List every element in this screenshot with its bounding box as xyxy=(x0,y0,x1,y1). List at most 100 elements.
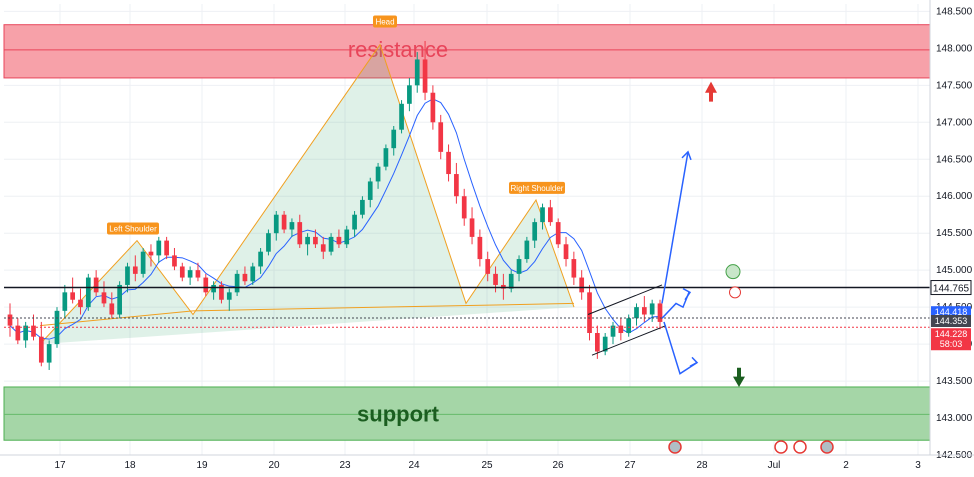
candle-body xyxy=(634,307,639,319)
candle-body xyxy=(125,266,130,285)
price-label-bg xyxy=(931,328,971,351)
y-tick-label: 148.000 xyxy=(936,43,973,54)
key-level-label-bg xyxy=(930,280,972,296)
candle-body xyxy=(399,103,404,130)
candle-body xyxy=(23,325,29,341)
pattern-outline xyxy=(39,43,575,345)
x-tick-label: 18 xyxy=(124,460,136,471)
candle-body xyxy=(242,273,248,282)
candle-body xyxy=(618,325,624,334)
candle-body xyxy=(132,266,138,274)
candle-body xyxy=(508,273,514,289)
candle-body xyxy=(164,240,169,256)
y-tick-label: 148.500 xyxy=(936,6,973,17)
neckline-right xyxy=(192,302,575,312)
candle-body xyxy=(360,199,365,215)
y-tick-label: 147.000 xyxy=(936,117,973,128)
arrow-head-up xyxy=(681,150,692,161)
candle-body xyxy=(273,214,279,234)
candle-body xyxy=(524,240,530,260)
left-shoulder-label: Left Shoulder xyxy=(109,225,157,234)
candle-body xyxy=(266,233,271,252)
price-label: 144.228 xyxy=(935,329,968,339)
countdown-label: 58:03 xyxy=(940,339,963,349)
candle-body xyxy=(305,236,310,245)
right-shoulder-label-bg xyxy=(509,181,565,194)
candle-body xyxy=(579,277,585,293)
candle-body xyxy=(461,196,467,219)
candle-body xyxy=(469,218,475,237)
candle-body xyxy=(328,236,334,252)
price-lines xyxy=(4,284,930,356)
candle-body xyxy=(234,273,240,293)
candle-body xyxy=(532,222,538,241)
candle-body xyxy=(70,292,75,300)
right-shoulder-label: Right Shoulder xyxy=(511,184,564,193)
candle-body xyxy=(38,336,44,363)
candle-body xyxy=(250,266,256,282)
up-arrow-icon xyxy=(705,81,717,102)
candle-body xyxy=(641,307,647,315)
head-label: Head xyxy=(375,17,394,26)
y-tick-label: 146.500 xyxy=(936,154,973,165)
y-tick-label: 145.500 xyxy=(936,228,973,239)
candle-body xyxy=(258,251,263,267)
event-icon xyxy=(774,440,788,454)
candle-body xyxy=(313,236,318,245)
candle-body xyxy=(454,174,459,197)
candle-body xyxy=(46,344,52,363)
y-tick-label: 147.500 xyxy=(936,80,973,91)
candle-body xyxy=(477,236,483,260)
y-tick-label: 143.000 xyxy=(936,413,973,424)
resistance-zone xyxy=(3,24,931,79)
x-tick-label: 23 xyxy=(339,460,351,471)
candle-body xyxy=(31,325,36,337)
candle-body xyxy=(540,207,545,223)
x-tick-label: 20 xyxy=(268,460,280,471)
x-tick-label: 3 xyxy=(915,460,921,471)
candle-body xyxy=(336,236,342,245)
candles xyxy=(7,40,663,370)
price-label: 144.418 xyxy=(935,307,968,317)
y-tick-label: 145.000 xyxy=(936,265,973,276)
candle-body xyxy=(211,284,216,293)
candle-body xyxy=(320,244,326,252)
candle-body xyxy=(187,270,193,278)
candle-body xyxy=(109,303,115,315)
event-icon xyxy=(793,440,807,454)
candle-body xyxy=(595,333,600,352)
candle-body xyxy=(7,314,13,326)
x-tick-label: 26 xyxy=(552,460,564,471)
candle-body xyxy=(422,59,428,93)
bullish-projection xyxy=(661,151,689,304)
channel-lower xyxy=(591,325,667,356)
green-circle-icon xyxy=(725,264,741,280)
pattern-fill xyxy=(40,44,574,345)
price-label-bg xyxy=(931,314,971,327)
channel-upper xyxy=(587,284,663,315)
arrow-head-mid xyxy=(682,287,692,301)
candle-body xyxy=(179,266,185,278)
x-tick-label: 28 xyxy=(696,460,708,471)
x-tick-label: 24 xyxy=(408,460,420,471)
candle-body xyxy=(297,222,303,245)
us-flag-icon xyxy=(820,440,834,454)
x-tick-label: 2 xyxy=(843,460,849,471)
candle-body xyxy=(563,244,569,260)
y-tick-label: 146.000 xyxy=(936,191,973,202)
candle-body xyxy=(548,207,553,223)
x-tick-label: Jul xyxy=(768,460,781,471)
candle-body xyxy=(172,255,177,267)
candle-body xyxy=(289,222,295,230)
candle-body xyxy=(485,259,491,274)
candle-body xyxy=(78,299,83,308)
candle-body xyxy=(626,318,632,334)
annotations: Head Left Shoulder Right Shoulder xyxy=(107,15,834,454)
candle-body xyxy=(93,277,99,293)
candle-body xyxy=(140,251,146,274)
candle-body xyxy=(391,129,397,149)
us-flag-icon xyxy=(668,440,682,454)
candle-body xyxy=(344,229,350,245)
candle-body xyxy=(85,277,91,308)
